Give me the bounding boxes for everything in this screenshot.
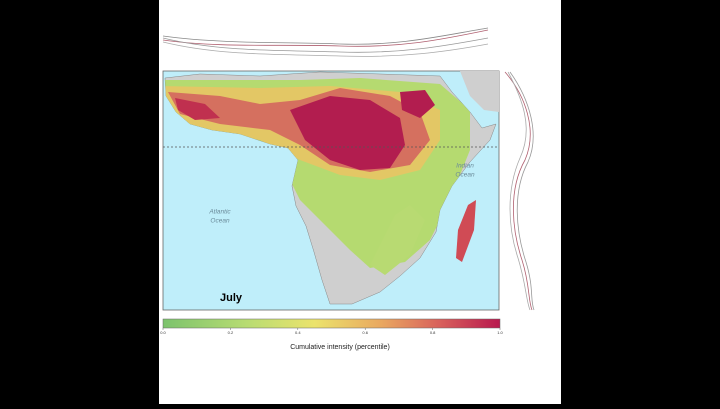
ocean-label: Indian [456,163,474,170]
map [163,71,499,305]
colorbar-ticks: 0.0 0.2 0.4 0.6 0.8 1.0 [160,328,504,335]
month-label: July [220,292,243,304]
colorbar-tick-label: 0.2 [228,330,234,335]
intensity [165,78,470,275]
ocean-label: Atlantic [208,209,231,216]
madagascar [456,200,476,262]
colorbar-tick-label: 1.0 [497,330,503,335]
colorbar-tick-label: 0.4 [295,330,301,335]
colorbar-tick-label: 0.6 [362,330,368,335]
ocean-label: Ocean [455,172,475,179]
colorbar-tick-label: 0.0 [160,330,166,335]
right-profile [504,71,535,311]
top-profile [162,27,489,57]
ocean-label: Ocean [210,218,230,225]
arabia [460,71,499,112]
colorbar [162,318,501,329]
colorbar-tick-label: 0.8 [430,330,436,335]
ocean-labels: Atlantic Ocean Indian Ocean [208,163,475,225]
colorbar-label: Cumulative intensity (percentile) [290,344,390,351]
